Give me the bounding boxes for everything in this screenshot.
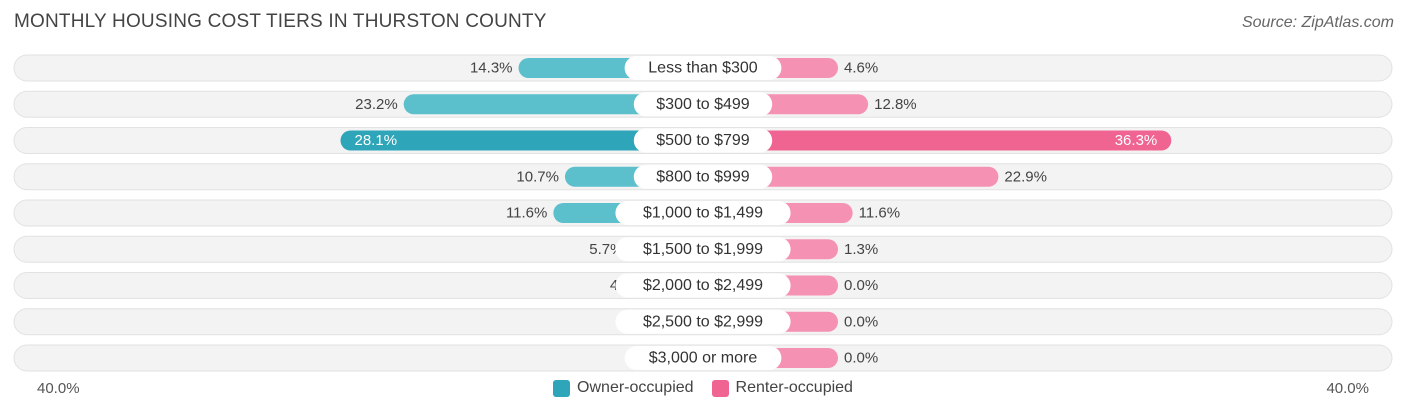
legend-item-owner: Owner-occupied (553, 379, 694, 397)
axis-max-label: 40.0% (1326, 380, 1369, 397)
legend-label-renter: Renter-occupied (735, 379, 853, 396)
legend-swatch-renter (711, 379, 729, 397)
category-pill (615, 273, 791, 298)
category-label: $1,000 to $1,499 (643, 205, 763, 222)
category-label: $2,500 to $2,999 (643, 313, 763, 330)
category-pill (615, 237, 791, 262)
renter-value-label: 11.6% (859, 205, 900, 222)
chart-title: MONTHLY HOUSING COST TIERS IN THURSTON C… (14, 11, 547, 32)
renter-bar (703, 166, 999, 187)
category-label: $2,000 to $2,499 (643, 277, 763, 294)
legend: Owner-occupied Renter-occupied (0, 379, 1406, 397)
category-label: $3,000 or more (649, 350, 758, 367)
owner-bar (403, 94, 703, 115)
renter-value-label: 0.0% (844, 313, 878, 330)
renter-value-label: 1.3% (844, 241, 878, 258)
category-pill (633, 92, 773, 117)
owner-value-label: 14.3% (470, 60, 513, 77)
category-pill (624, 56, 782, 80)
renter-value-label: 36.3% (1115, 132, 1158, 149)
category-pill (633, 128, 773, 153)
renter-value-label: 0.0% (844, 277, 878, 294)
renter-value-label: 22.9% (1004, 168, 1047, 185)
category-pill (615, 201, 791, 225)
owner-value-label: 11.6% (506, 205, 547, 222)
renter-bar (703, 130, 1172, 151)
category-label: $500 to $799 (656, 132, 750, 149)
category-label: Less than $300 (648, 60, 758, 77)
category-label: $1,500 to $1,999 (643, 241, 763, 258)
owner-value-label: 23.2% (355, 96, 398, 113)
category-label: $300 to $499 (656, 96, 750, 113)
renter-value-label: 12.8% (874, 96, 917, 113)
category-pill (624, 346, 782, 370)
owner-bar (340, 130, 703, 151)
category-pill (633, 164, 773, 189)
legend-item-renter: Renter-occupied (711, 379, 853, 397)
renter-value-label: 0.0% (844, 350, 878, 367)
owner-value-label: 10.7% (516, 168, 559, 185)
owner-value-label: 28.1% (355, 132, 398, 149)
legend-swatch-owner (553, 379, 571, 397)
owner-value-label: 5.7% (589, 241, 623, 258)
category-pill (615, 309, 791, 334)
category-label: $800 to $999 (656, 168, 750, 185)
axis-min-label: 40.0% (37, 380, 80, 397)
chart-plot: 14.3% 4.6% Less than $300 23.2% 12.8% $300 to… (13, 54, 1393, 372)
legend-label-owner: Owner-occupied (577, 379, 694, 396)
renter-value-label: 4.6% (844, 60, 878, 77)
chart-source: Source: ZipAtlas.com (1241, 14, 1394, 31)
